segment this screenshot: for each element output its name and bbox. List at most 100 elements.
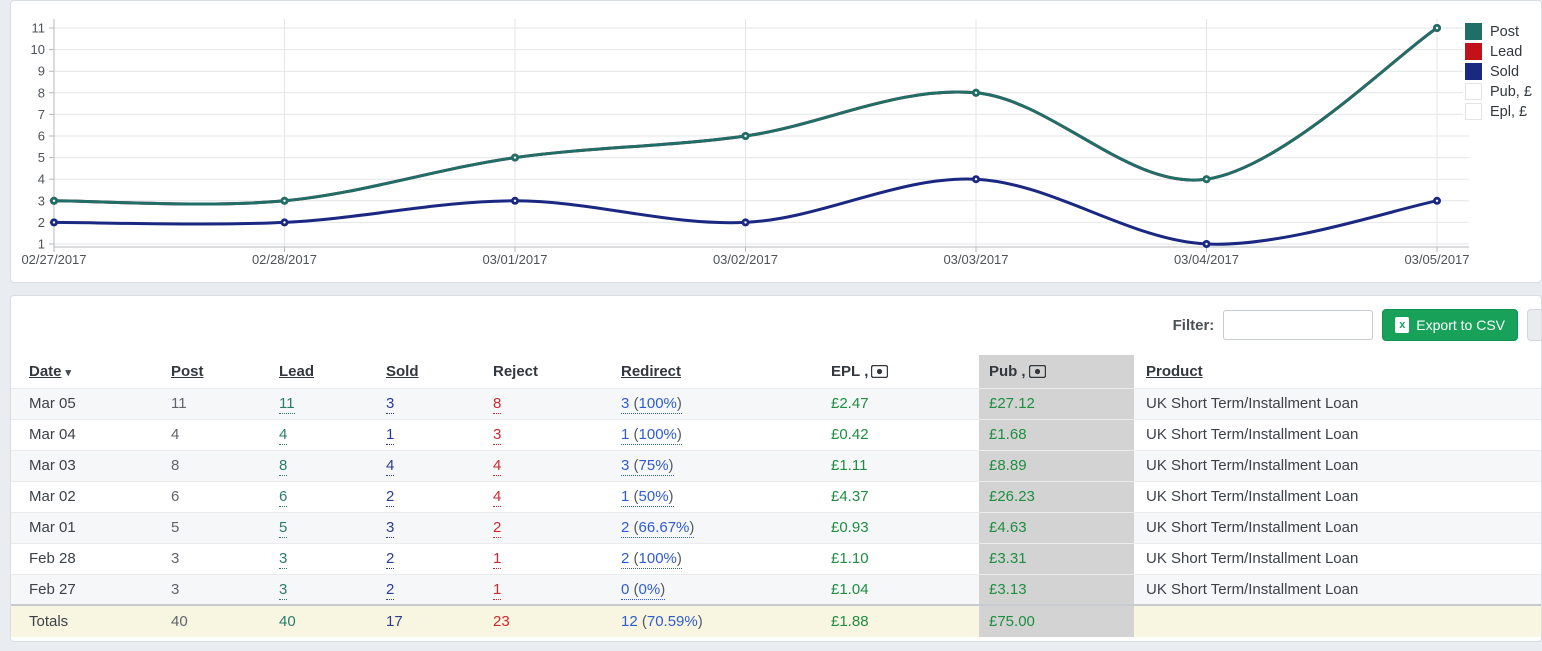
- cell-lead[interactable]: 6: [279, 481, 386, 512]
- cell-value[interactable]: 5: [279, 519, 288, 538]
- cell-sold[interactable]: 2: [386, 481, 493, 512]
- cell-value: 3: [171, 580, 180, 598]
- export-csv-button[interactable]: x Export to CSV: [1382, 309, 1518, 341]
- cell-lead[interactable]: 8: [279, 450, 386, 481]
- cell-redirect[interactable]: 1 (100%): [621, 419, 831, 450]
- cell-value[interactable]: 2 (66.67%): [621, 519, 695, 538]
- cell-date: Mar 03: [11, 450, 171, 481]
- cell-value[interactable]: 2 (100%): [621, 550, 682, 569]
- x-tick-label: 03/05/2017: [1404, 252, 1469, 267]
- cell-redirect[interactable]: 3 (75%): [621, 450, 831, 481]
- column-label: Redirect: [621, 362, 682, 380]
- banknote-icon: [871, 363, 889, 380]
- cell-value[interactable]: 2: [493, 519, 502, 538]
- table-row: Mar 03 8 8 4 4 3 (75%) £1.11 £8.89 UK Short Term…: [11, 450, 1541, 481]
- column-header-sold[interactable]: Sold: [386, 355, 493, 388]
- legend-item-lead[interactable]: Lead: [1465, 43, 1532, 60]
- cell-value: Mar 04: [29, 426, 76, 443]
- chart-panel: 1 2 3 4 5 6 7 8 9 10 11 02/27/2017 02/28/2017 03/01/2…: [10, 0, 1542, 283]
- legend-label: Post: [1490, 23, 1520, 40]
- column-header-date[interactable]: Date ▾: [11, 355, 171, 388]
- cell-sold[interactable]: 3: [386, 512, 493, 543]
- cell-redirect[interactable]: 0 (0%): [621, 574, 831, 605]
- cell-value[interactable]: 1 (50%): [621, 488, 674, 507]
- cell-redirect[interactable]: 2 (100%): [621, 543, 831, 574]
- cell-reject[interactable]: 4: [493, 481, 621, 512]
- cell-lead[interactable]: 4: [279, 419, 386, 450]
- cell-sold[interactable]: 1: [386, 419, 493, 450]
- legend-item-post[interactable]: Post: [1465, 23, 1532, 40]
- column-header-redirect[interactable]: Redirect: [621, 355, 831, 388]
- cell-sold[interactable]: 2: [386, 574, 493, 605]
- column-header-post[interactable]: Post: [171, 355, 279, 388]
- data-point-core: [52, 199, 56, 202]
- cell-lead[interactable]: 11: [279, 388, 386, 419]
- cell-value: £1.11: [831, 457, 868, 474]
- x-tick-label: 03/03/2017: [943, 252, 1008, 267]
- cell-redirect[interactable]: 2 (66.67%): [621, 512, 831, 543]
- column-header-product[interactable]: Product: [1134, 355, 1541, 388]
- legend-item-pub[interactable]: Pub, £: [1465, 83, 1532, 100]
- y-tick-label: 7: [38, 107, 45, 122]
- cell-value[interactable]: 2: [386, 580, 395, 600]
- cell-reject[interactable]: 2: [493, 512, 621, 543]
- cell-redirect[interactable]: 3 (100%): [621, 388, 831, 419]
- cell-value[interactable]: 6: [279, 488, 288, 507]
- stats-table: Date ▾ Post Lead Sold Reject Redirect EPL, Pub, P…: [11, 355, 1541, 637]
- cell-value[interactable]: 3: [279, 550, 288, 569]
- data-point-core: [974, 178, 978, 181]
- secondary-export-button[interactable]: [1527, 309, 1541, 341]
- y-tick-label: 4: [38, 172, 45, 187]
- cell-sold[interactable]: 2: [386, 543, 493, 574]
- cell-epl: £0.42: [831, 419, 979, 450]
- cell-value[interactable]: 0 (0%): [621, 580, 666, 600]
- cell-value[interactable]: 4: [493, 457, 502, 476]
- column-header-lead[interactable]: Lead: [279, 355, 386, 388]
- cell-value[interactable]: 8: [279, 457, 288, 476]
- data-point-core: [974, 91, 978, 95]
- cell-redirect[interactable]: 1 (50%): [621, 481, 831, 512]
- cell-value[interactable]: 1: [493, 550, 502, 569]
- cell-value[interactable]: 3: [386, 395, 395, 414]
- cell-value[interactable]: 3: [279, 580, 288, 600]
- legend-item-sold[interactable]: Sold: [1465, 63, 1532, 80]
- cell-value[interactable]: 4: [386, 457, 395, 476]
- cell-sold[interactable]: 3: [386, 388, 493, 419]
- cell-value[interactable]: 3 (75%): [621, 457, 674, 476]
- column-label: Sold: [386, 362, 419, 380]
- cell-value[interactable]: 2: [386, 488, 395, 507]
- filter-input[interactable]: [1223, 310, 1374, 340]
- cell-reject[interactable]: 8: [493, 388, 621, 419]
- legend-swatch-icon: [1465, 103, 1482, 120]
- cell-value: 8: [171, 457, 180, 474]
- cell-value[interactable]: 3: [493, 426, 502, 445]
- cell-value[interactable]: 2: [386, 550, 395, 569]
- banknote-icon: [1028, 363, 1046, 380]
- cell-value[interactable]: 1 (100%): [621, 426, 682, 445]
- cell-value: Mar 01: [29, 519, 76, 536]
- cell-reject[interactable]: 3: [493, 419, 621, 450]
- cell-value[interactable]: 4: [279, 426, 288, 445]
- cell-value[interactable]: 4: [493, 488, 502, 507]
- y-tick-label: 8: [38, 85, 45, 100]
- legend-item-epl[interactable]: Epl, £: [1465, 103, 1532, 120]
- cell-value[interactable]: 3: [386, 519, 395, 538]
- cell-reject[interactable]: 1: [493, 543, 621, 574]
- cell-value[interactable]: 1: [386, 426, 395, 445]
- column-header-pub: Pub,: [979, 355, 1134, 388]
- cell-value: UK Short Term/Installment Loan: [1146, 488, 1359, 505]
- cell-sold[interactable]: 4: [386, 450, 493, 481]
- x-tick-label: 03/02/2017: [713, 252, 778, 267]
- cell-lead[interactable]: 3: [279, 574, 386, 605]
- cell-value[interactable]: 11: [279, 395, 295, 414]
- cell-value[interactable]: 1: [493, 580, 502, 600]
- cell-value[interactable]: 3 (100%): [621, 395, 682, 414]
- cell-reject[interactable]: 4: [493, 450, 621, 481]
- cell-lead[interactable]: 3: [279, 543, 386, 574]
- cell-lead[interactable]: 5: [279, 512, 386, 543]
- table-footer: Totals 40 40 17 23 12 (70.59%) £1.88 £75.00: [11, 605, 1541, 637]
- cell-value[interactable]: 8: [493, 395, 502, 414]
- totals-row: Totals 40 40 17 23 12 (70.59%) £1.88 £75.00: [11, 605, 1541, 637]
- cell-reject[interactable]: 1: [493, 574, 621, 605]
- cell-value: UK Short Term/Installment Loan: [1146, 580, 1359, 598]
